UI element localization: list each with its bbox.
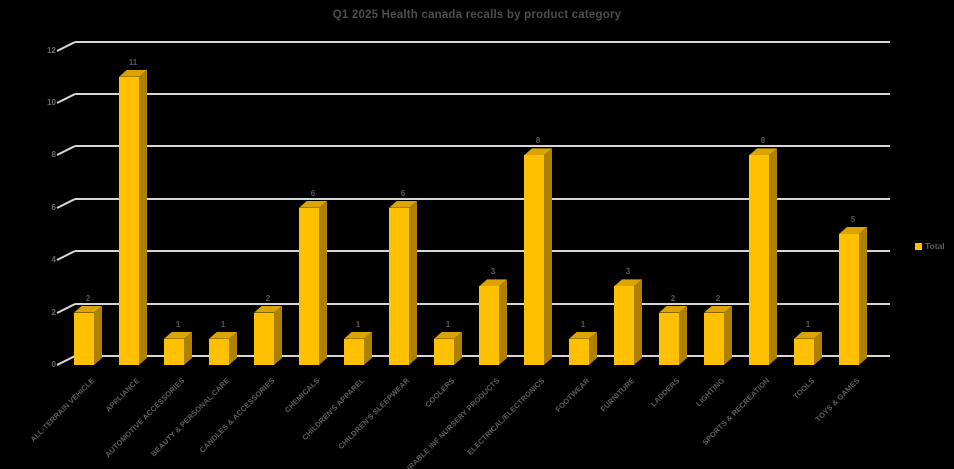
bar: [344, 338, 364, 365]
gridline: [75, 197, 890, 200]
gridline-depth-segment: [56, 93, 76, 104]
bar-value-label: 11: [128, 57, 138, 67]
bar-value-label: 1: [805, 319, 811, 329]
gridline-depth-segment: [56, 145, 76, 157]
bar-value-label: 1: [220, 319, 226, 329]
bar: [614, 286, 634, 365]
bar-value-label: 2: [715, 293, 721, 303]
bar-value-label: 1: [175, 319, 181, 329]
bar: [524, 155, 544, 365]
bar-side-face: [769, 148, 777, 365]
bar: [479, 286, 499, 365]
bar-side-face: [544, 148, 552, 365]
bar-top-face: [119, 69, 147, 77]
bar-value-label: 6: [400, 188, 406, 198]
bar-side-face: [364, 332, 372, 365]
bar: [254, 312, 274, 365]
bar-value-label: 8: [535, 136, 541, 146]
bar-top-face: [479, 279, 507, 287]
bar-top-face: [659, 305, 687, 313]
bar-top-face: [74, 305, 102, 313]
bar-value-label: 3: [490, 267, 496, 277]
x-axis-category-label: ALL-TERRAIN VEHICLE: [28, 376, 97, 444]
bar-side-face: [184, 332, 192, 365]
bar-side-face: [229, 332, 237, 365]
bar-value-label: 3: [625, 267, 631, 277]
gridline: [75, 250, 890, 253]
bar-top-face: [344, 331, 372, 339]
y-axis-tick-label: 8: [51, 150, 56, 160]
bar-top-face: [839, 227, 867, 234]
bar: [74, 312, 94, 365]
gridline-depth-segment: [56, 40, 76, 52]
bar: [659, 312, 679, 365]
gridline-depth-segment: [56, 197, 76, 209]
y-axis-tick-label: 0: [51, 360, 56, 369]
bar: [794, 338, 814, 365]
bar-top-face: [614, 279, 642, 287]
bar-top-face: [299, 200, 327, 208]
bar-side-face: [454, 332, 462, 365]
bar: [209, 338, 229, 365]
y-axis-tick-label: 6: [51, 202, 56, 212]
bar-top-face: [389, 200, 417, 208]
bar: [119, 76, 139, 365]
bar-top-face: [209, 331, 237, 339]
bar-top-face: [749, 148, 777, 156]
bar: [839, 234, 859, 365]
bar-value-label: 1: [445, 319, 451, 329]
bar: [749, 155, 769, 365]
bar-value-label: 6: [310, 188, 316, 198]
bar-value-label: 8: [760, 136, 766, 146]
bar-top-face: [524, 148, 552, 156]
y-axis-tick-label: 4: [51, 255, 56, 265]
bar-side-face: [94, 306, 102, 365]
bar: [389, 207, 409, 365]
bar-top-face: [794, 331, 822, 339]
gridline-depth-segment: [56, 355, 76, 366]
chart-title: Q1 2025 Health canada recalls by product…: [332, 9, 622, 21]
bar-side-face: [724, 306, 732, 365]
y-axis-tick-label: 2: [51, 307, 56, 317]
bar-side-face: [274, 306, 282, 365]
bar-value-label: 5: [850, 215, 856, 224]
y-axis-tick-label: 12: [47, 45, 56, 55]
legend-swatch-icon: [915, 242, 922, 250]
bar-side-face: [139, 70, 147, 365]
bar-top-face: [164, 331, 192, 339]
bar-side-face: [319, 201, 327, 365]
gridline: [75, 145, 890, 148]
bar-top-face: [434, 331, 462, 339]
bar: [704, 312, 724, 365]
bar-side-face: [409, 201, 417, 365]
y-axis-tick-label: 10: [47, 98, 56, 107]
bar-value-label: 2: [85, 293, 91, 303]
bar-side-face: [814, 332, 822, 365]
gridline: [75, 93, 890, 95]
bar-side-face: [589, 332, 597, 365]
legend: Total: [915, 241, 945, 251]
gridline: [75, 40, 890, 43]
bar-value-label: 1: [580, 319, 586, 329]
legend-label: Total: [925, 241, 945, 251]
bar: [434, 338, 454, 365]
bar-side-face: [679, 306, 687, 365]
bar-side-face: [499, 279, 507, 365]
bar-value-label: 1: [355, 319, 361, 329]
bar-top-face: [569, 331, 597, 339]
bar-value-label: 2: [265, 293, 271, 303]
bar: [164, 338, 184, 365]
bar-top-face: [254, 305, 282, 313]
bar: [299, 207, 319, 365]
gridline-depth-segment: [56, 250, 76, 262]
bar-side-face: [634, 279, 642, 365]
bar: [569, 338, 589, 365]
bar-side-face: [859, 227, 867, 365]
gridline-depth-segment: [56, 302, 76, 314]
bar-top-face: [704, 305, 732, 313]
bar-value-label: 2: [670, 293, 676, 303]
